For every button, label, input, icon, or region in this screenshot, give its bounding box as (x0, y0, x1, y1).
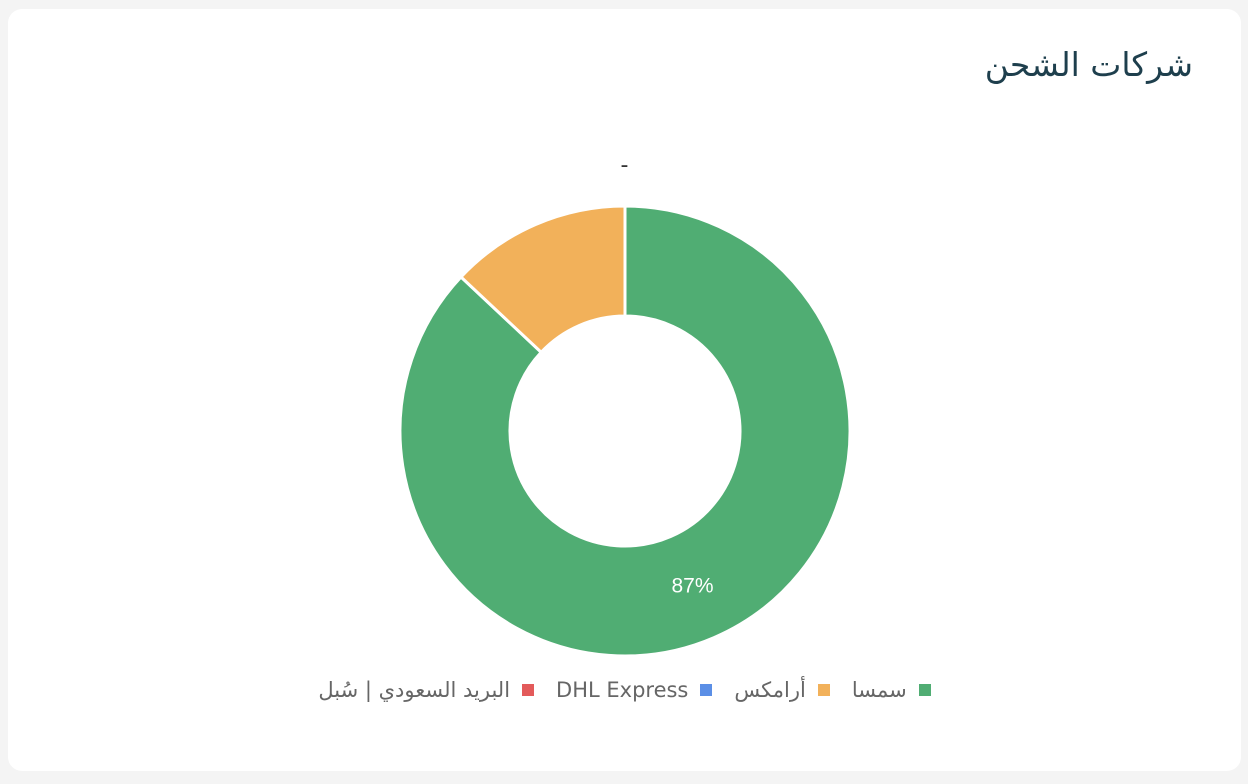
legend-item[interactable]: أرامكس (734, 678, 830, 702)
legend-item[interactable]: البريد السعودي | سُبل (318, 678, 535, 702)
shipping-companies-card: شركات الشحن - 87% سمسا أرامكس DHL Express ا… (8, 9, 1241, 771)
donut-slice[interactable] (398, 204, 852, 658)
legend-label: سمسا (851, 678, 907, 702)
slice-data-label: 87% (671, 575, 713, 598)
legend-label: DHL Express (556, 678, 689, 702)
legend-swatch (918, 684, 931, 696)
legend-item[interactable]: سمسا (852, 678, 931, 702)
legend-label: أرامكس (734, 678, 806, 702)
chart-subtitle: - (620, 153, 629, 178)
legend-label: البريد السعودي | سُبل (318, 678, 511, 702)
legend-item[interactable]: DHL Express (556, 678, 713, 702)
legend-swatch (522, 684, 535, 696)
chart-legend: سمسا أرامكس DHL Express البريد السعودي | سُ… (8, 678, 1241, 702)
card-title: شركات الشحن (984, 45, 1193, 84)
donut-slice[interactable] (458, 204, 627, 355)
legend-swatch (700, 684, 713, 696)
donut-chart: 87% (398, 204, 852, 658)
legend-swatch (817, 684, 830, 696)
